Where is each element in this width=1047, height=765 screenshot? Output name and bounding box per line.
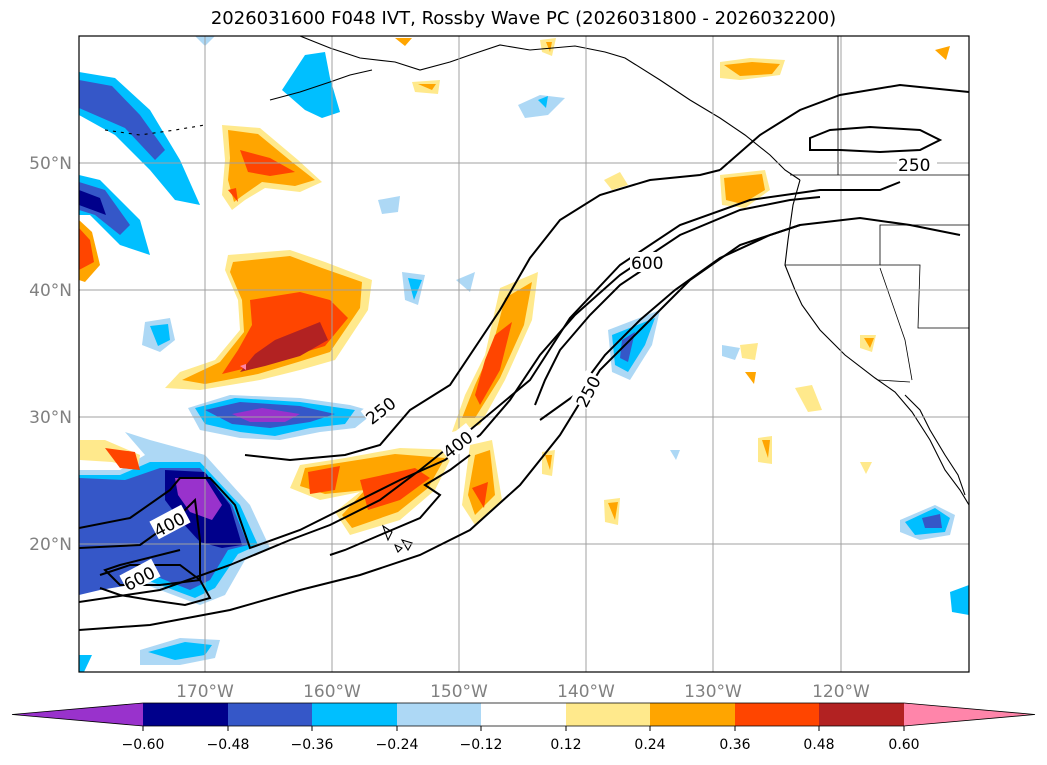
colorbar-segment-8 [735, 703, 819, 726]
colorbar-segment-4 [397, 703, 481, 726]
lat-label-30n: 30°N [29, 408, 72, 428]
lon-label-170w: 170°W [176, 682, 234, 702]
ivt-contour-250-north [719, 83, 969, 171]
lon-label-130w: 130°W [684, 682, 742, 702]
colorbar-ticks [142, 726, 905, 731]
graticule [79, 36, 969, 672]
state-border-north [785, 224, 969, 266]
alaska-coast [299, 36, 801, 181]
ivt-contour-250-outer [79, 216, 961, 631]
baja-gulf-coast [904, 394, 966, 496]
colorbar-label-3: −0.36 [291, 737, 334, 753]
positive-anomaly-patch-aleutian [222, 125, 322, 210]
map-title: 2026031600 F048 IVT, Rossby Wave PC (202… [210, 8, 837, 29]
scattered-small-patches [79, 36, 969, 672]
anomaly-fill-layer [79, 36, 969, 672]
ivt-contours [79, 83, 969, 631]
latitude-labels: 50°N 40°N 30°N 20°N [29, 154, 72, 555]
alaska-peninsula [269, 69, 373, 101]
colorbar-label-4: −0.24 [376, 737, 419, 753]
colorbar-segment-3 [312, 703, 397, 726]
coastline-layer [104, 36, 969, 553]
lat-label-40n: 40°N [29, 281, 72, 301]
negative-anomaly-patch-northwest [79, 72, 200, 282]
colorbar-label-8: 0.36 [719, 737, 750, 753]
lon-label-160w: 160°W [303, 682, 361, 702]
us-mexico-border [877, 379, 911, 383]
colorbar-label-9: 0.48 [803, 737, 834, 753]
positive-anomaly-patch-north [165, 250, 372, 390]
colorbar-segment-6 [566, 703, 650, 726]
ivt-contour-400-hawaii [329, 454, 471, 556]
colorbar-label-1: −0.60 [122, 737, 165, 753]
colorbar-segment-7 [650, 703, 735, 726]
contour-label-600-a: 600 [631, 254, 663, 274]
border-layer [785, 36, 969, 383]
colorbar-extend-low [12, 703, 143, 726]
contour-label-250-c: 250 [898, 156, 930, 176]
colorbar-label-7: 0.24 [634, 737, 665, 753]
negative-anomaly-patch-alaska [282, 52, 340, 118]
lon-label-120w: 120°W [812, 682, 870, 702]
positive-anomaly-streak-center [452, 272, 538, 432]
lon-label-140w: 140°W [557, 682, 615, 702]
ivt-contour-250-closed [809, 125, 943, 154]
lat-label-50n: 50°N [29, 154, 72, 174]
map-frame [78, 35, 970, 673]
california-nevada-border [879, 267, 913, 381]
colorbar-segment-5 [481, 703, 566, 726]
ivt-contour-400 [79, 196, 821, 550]
colorbar-label-5: −0.12 [460, 737, 503, 753]
colorbar-label-2: −0.48 [207, 737, 250, 753]
colorbar-extend-high [904, 703, 1035, 726]
ivt-contour-250-inner [79, 181, 901, 603]
colorbar-segment-9 [819, 703, 904, 726]
lon-label-150w: 150°W [430, 682, 488, 702]
ivt-contour-250-west [244, 169, 721, 462]
aleutian-islands [104, 124, 206, 136]
state-border-south [880, 264, 969, 329]
colorbar-label-10: 0.60 [888, 737, 919, 753]
longitude-labels: 170°W 160°W 150°W 140°W 130°W 120°W [176, 682, 870, 702]
colorbar-segment-1 [143, 703, 228, 726]
lat-label-20n: 20°N [29, 535, 72, 555]
us-west-coast [784, 179, 969, 506]
positive-anomaly-band-hawaii [290, 440, 502, 535]
colorbar-label-6: 0.12 [550, 737, 581, 753]
colorbar-segment-2 [228, 703, 312, 726]
colorbar: −0.60 −0.48 −0.36 −0.24 −0.12 0.12 0.24 … [11, 702, 1036, 753]
hawaii-islands [381, 524, 413, 553]
